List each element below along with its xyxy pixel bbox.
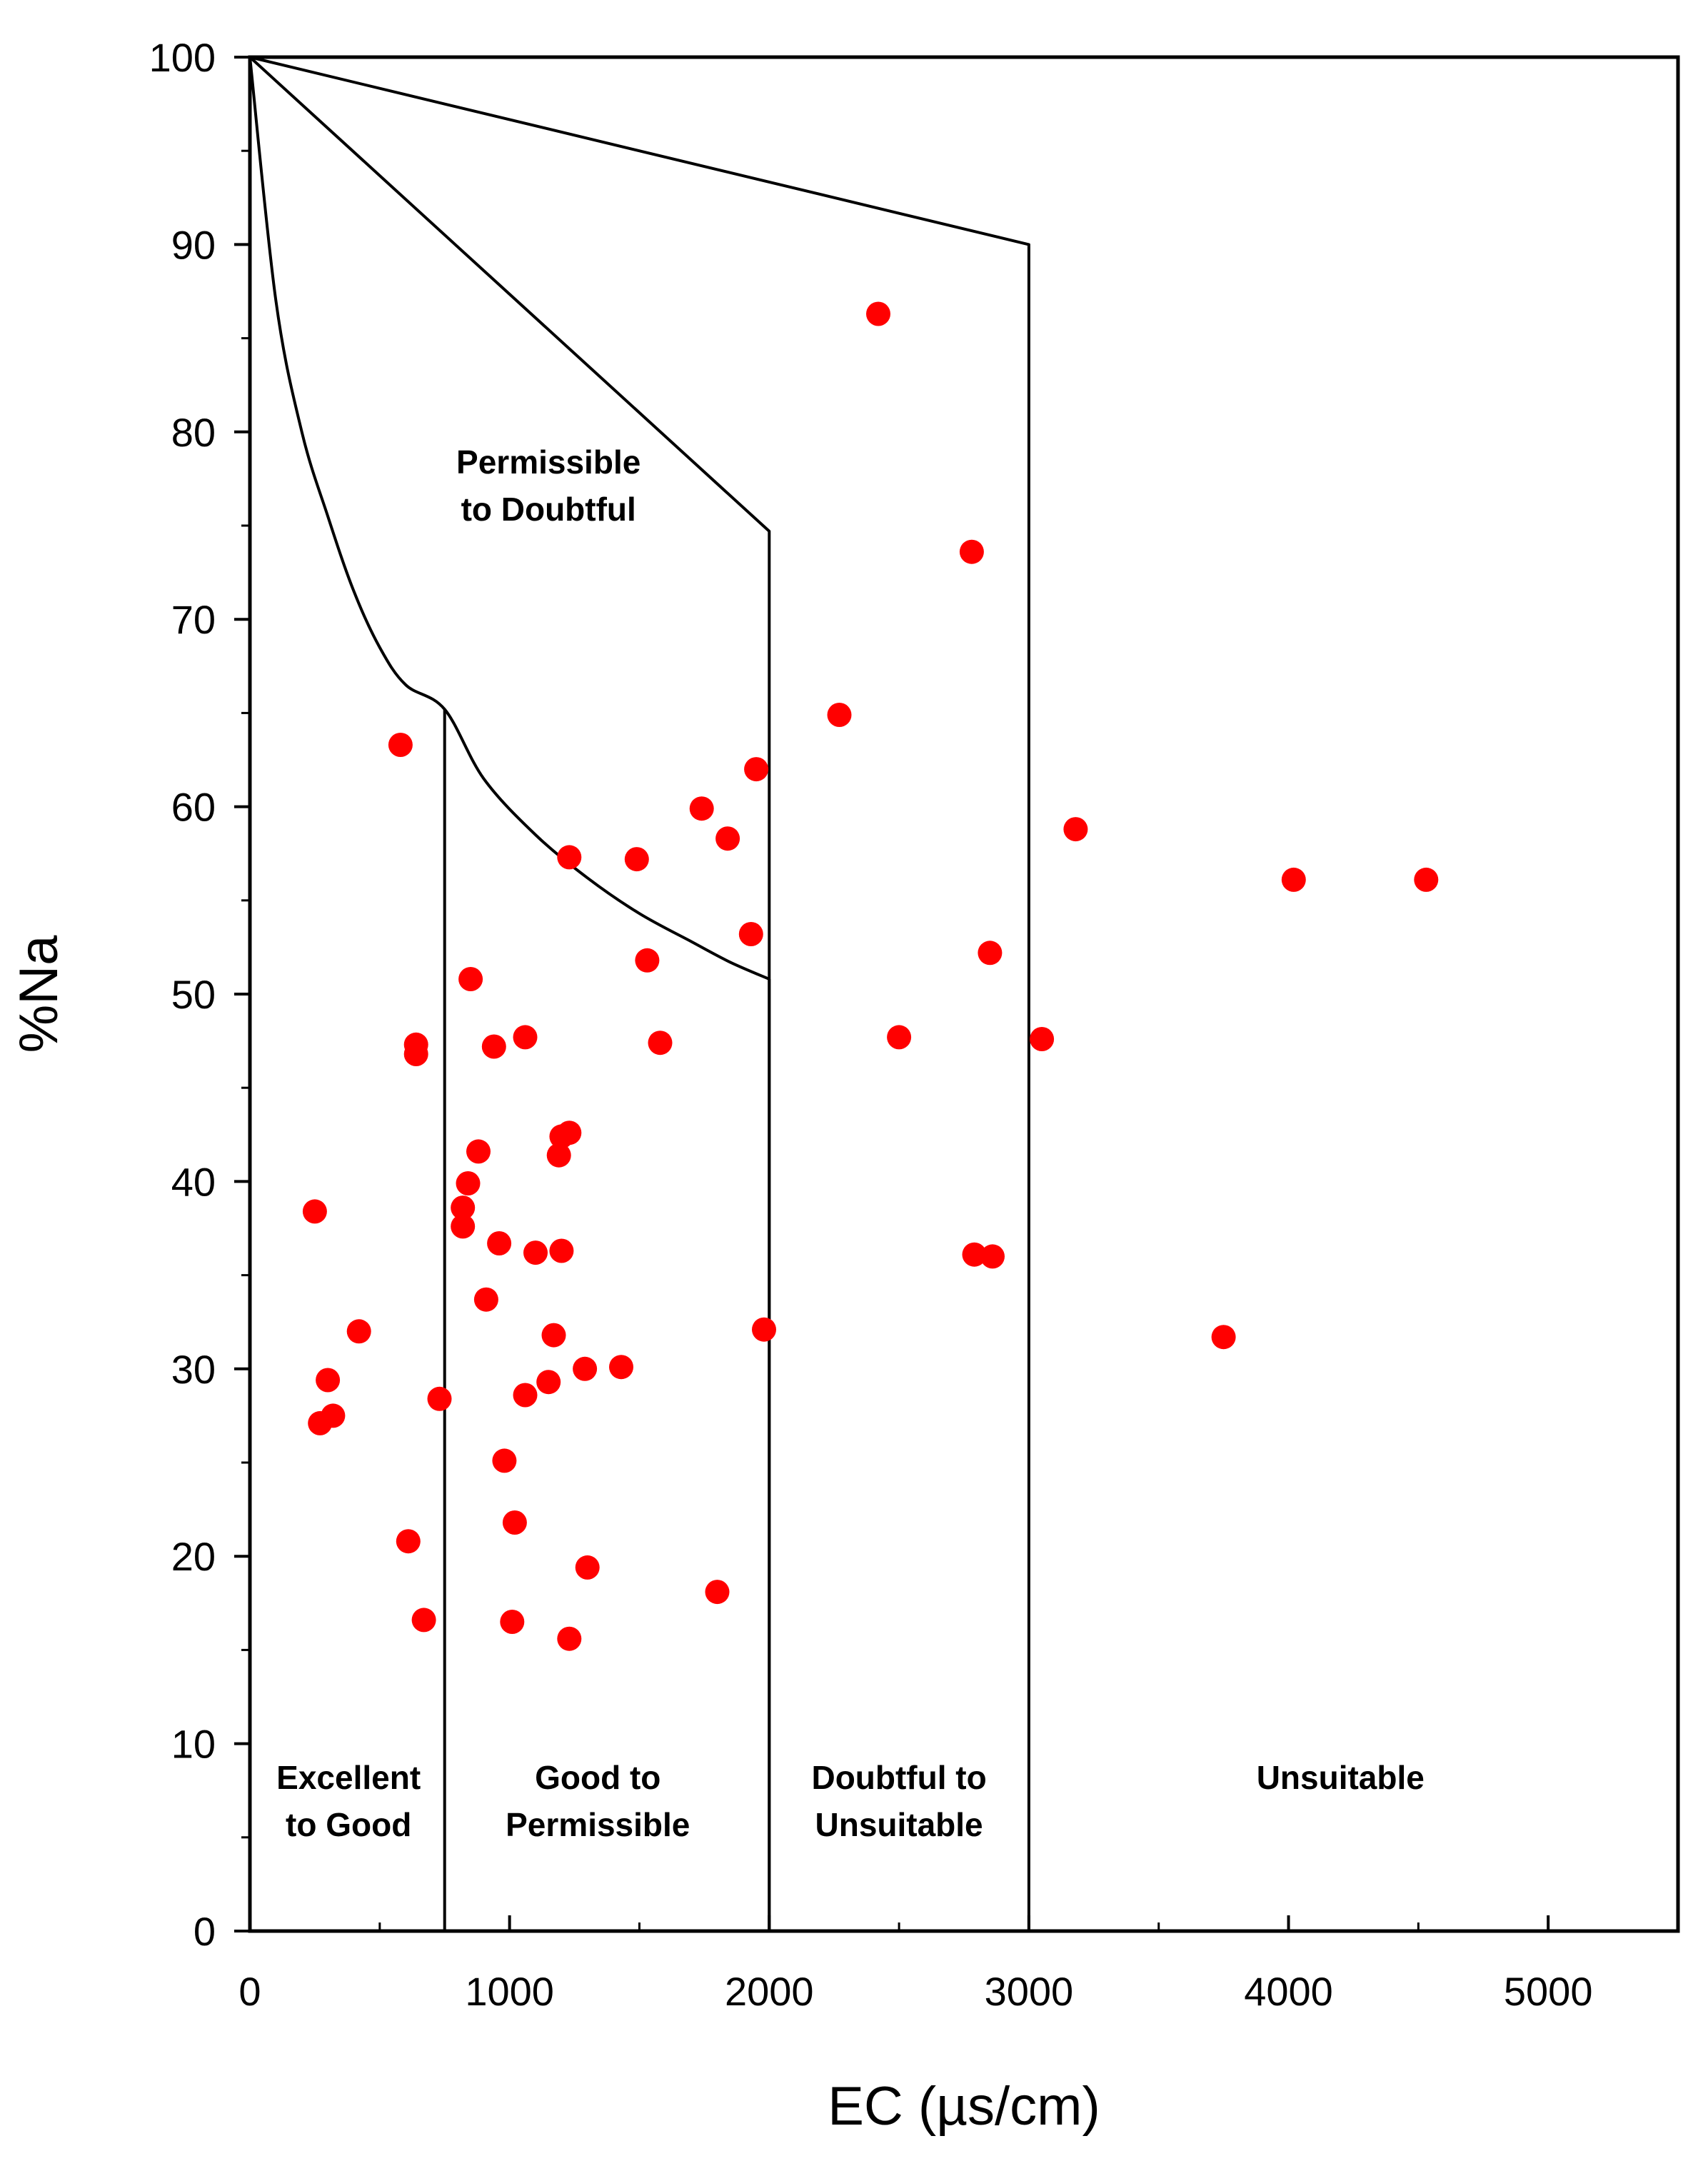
data-point <box>456 1171 481 1195</box>
data-point <box>308 1410 333 1435</box>
data-point <box>689 796 714 821</box>
data-point <box>648 1031 673 1056</box>
data-point <box>451 1195 476 1220</box>
data-point <box>1211 1325 1236 1350</box>
region-label: Doubtful to Unsuitable <box>811 1759 986 1843</box>
data-point <box>513 1383 538 1408</box>
y-tick-label: 30 <box>171 1347 216 1392</box>
region-label: Permissible to Doubtful <box>456 443 640 528</box>
region-label-line: Permissible <box>456 443 640 481</box>
data-point <box>403 1042 428 1066</box>
data-point <box>458 967 483 991</box>
x-tick-label: 1000 <box>465 1969 554 2014</box>
region-label-line: Doubtful to <box>811 1759 986 1796</box>
region-label: Good to Permissible <box>506 1759 690 1843</box>
region-label: Excellent to Good <box>276 1759 421 1843</box>
data-point <box>715 826 740 851</box>
y-tick-label: 10 <box>171 1722 216 1767</box>
region-label-line: to Doubtful <box>461 491 636 528</box>
sample-points <box>302 301 1439 1651</box>
x-tick-label: 4000 <box>1244 1969 1333 2014</box>
region-labels: Excellent to Good Good to Permissible Doubtf… <box>276 443 1425 1843</box>
classification-boundaries <box>248 56 1030 1931</box>
data-point <box>557 845 582 870</box>
doubtful-boundary-line <box>248 56 771 1931</box>
data-point <box>549 1238 574 1263</box>
data-point <box>523 1240 548 1265</box>
data-point <box>705 1580 730 1605</box>
data-point <box>557 1626 582 1651</box>
y-tick-label: 20 <box>171 1534 216 1579</box>
data-point <box>738 922 763 946</box>
plot-frame <box>248 55 1680 1933</box>
data-point <box>346 1319 371 1344</box>
data-point <box>388 733 413 757</box>
data-point <box>866 301 890 326</box>
data-point <box>1030 1027 1055 1051</box>
data-point <box>502 1510 527 1535</box>
data-point <box>411 1608 436 1633</box>
data-point <box>978 941 1003 966</box>
y-tick-label: 60 <box>171 785 216 830</box>
data-point <box>1414 867 1439 892</box>
data-point <box>1063 817 1088 842</box>
data-point <box>481 1034 506 1059</box>
data-point <box>541 1323 566 1348</box>
y-tick-label: 0 <box>194 1909 216 1954</box>
x-tick-label: 5000 <box>1504 1969 1593 2014</box>
data-point <box>575 1555 600 1580</box>
data-point <box>487 1231 512 1255</box>
data-point <box>744 757 769 782</box>
region-label-line: Good to <box>535 1759 660 1796</box>
permissible-boundary-curve <box>248 56 770 981</box>
data-point <box>466 1139 491 1164</box>
y-tick-label: 100 <box>149 35 216 80</box>
data-point <box>546 1143 571 1168</box>
region-label-line: Permissible <box>506 1806 690 1843</box>
y-axis-title: %Na <box>9 935 69 1053</box>
data-point <box>492 1448 517 1473</box>
data-point <box>609 1355 633 1380</box>
data-point <box>980 1244 1005 1269</box>
data-point <box>427 1386 452 1411</box>
data-point <box>624 847 649 872</box>
data-point <box>500 1610 525 1634</box>
x-tick-label: 0 <box>238 1969 261 2014</box>
region-label-line: Unsuitable <box>1257 1759 1425 1796</box>
data-point <box>635 948 660 973</box>
region-label: Unsuitable <box>1257 1759 1425 1796</box>
data-point <box>887 1025 912 1050</box>
data-point <box>827 703 852 727</box>
x-axis-title: EC (µs/cm) <box>828 2076 1100 2137</box>
data-point <box>752 1317 776 1342</box>
y-tick-label: 90 <box>171 222 216 267</box>
data-point <box>451 1214 476 1239</box>
y-tick-label: 70 <box>171 597 216 642</box>
data-point <box>513 1025 538 1050</box>
data-point <box>962 1242 987 1267</box>
data-point <box>573 1356 598 1381</box>
data-point <box>536 1370 561 1395</box>
data-point <box>473 1287 498 1312</box>
unsuitable-boundary-line <box>249 56 1030 1931</box>
data-point <box>1281 867 1306 892</box>
region-label-line: to Good <box>286 1806 411 1843</box>
y-tick-label: 40 <box>171 1159 216 1204</box>
data-point <box>302 1199 327 1224</box>
y-tick-label: 80 <box>171 410 216 455</box>
region-label-line: Excellent <box>276 1759 421 1796</box>
y-tick-label: 50 <box>171 972 216 1017</box>
data-point <box>316 1368 341 1393</box>
data-point <box>396 1529 421 1554</box>
data-point <box>549 1124 574 1149</box>
axis-ticks: 0 1000 2000 3000 4000 5000 0 10 20 30 40 50 60 70 80 90… <box>149 35 1593 2014</box>
data-point <box>959 539 984 564</box>
x-tick-label: 2000 <box>725 1969 814 2014</box>
region-label-line: Unsuitable <box>815 1806 983 1843</box>
x-tick-label: 3000 <box>985 1969 1074 2014</box>
